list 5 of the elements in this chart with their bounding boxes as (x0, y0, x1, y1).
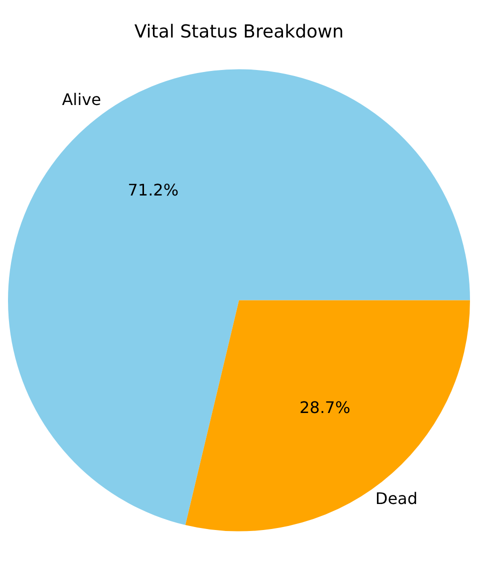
slice-label: Alive (62, 90, 102, 110)
data-label: 71.2% (128, 180, 179, 200)
chart-title: Vital Status Breakdown (134, 21, 344, 42)
data-label: 28.7% (299, 398, 350, 418)
slice-label: Dead (375, 488, 418, 508)
